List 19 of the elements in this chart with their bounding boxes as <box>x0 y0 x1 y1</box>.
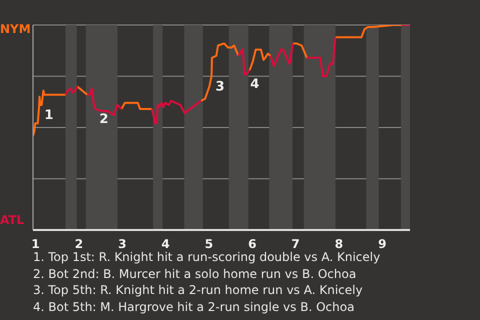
text: 1. Top 1st: R. Knight hit a run-scoring double vs A. Knicely <box>33 249 380 266</box>
x-tick-label: 4 <box>161 237 170 251</box>
text: ATL <box>0 213 24 227</box>
annotation: 2 <box>99 112 108 128</box>
text: 3. Top 5th: R. Knight hit a 2-run home run vs A. Knicely <box>33 282 364 298</box>
x-tick-label: 8 <box>334 237 344 251</box>
annotation: 3 <box>216 79 225 94</box>
x-tick-label: 5 <box>204 237 214 251</box>
text: 2. Bot 2nd: B. Murcer hit a solo home run vs B. Ochoa <box>33 266 358 282</box>
x-tick-label: 7 <box>291 237 300 251</box>
annotation: 4 <box>250 77 260 92</box>
text: 4. Bot 5th: M. Hargrove hit a 2-run single vs B. Ochoa <box>33 298 356 315</box>
text: NYM <box>0 22 31 36</box>
x-tick-label: 9 <box>378 237 386 251</box>
annotation: 1 <box>44 108 54 123</box>
x-tick-label: 1 <box>31 237 40 251</box>
x-tick-label: 6 <box>248 237 256 251</box>
x-tick-label: 2 <box>74 237 84 251</box>
x-tick-label: 3 <box>118 237 126 251</box>
